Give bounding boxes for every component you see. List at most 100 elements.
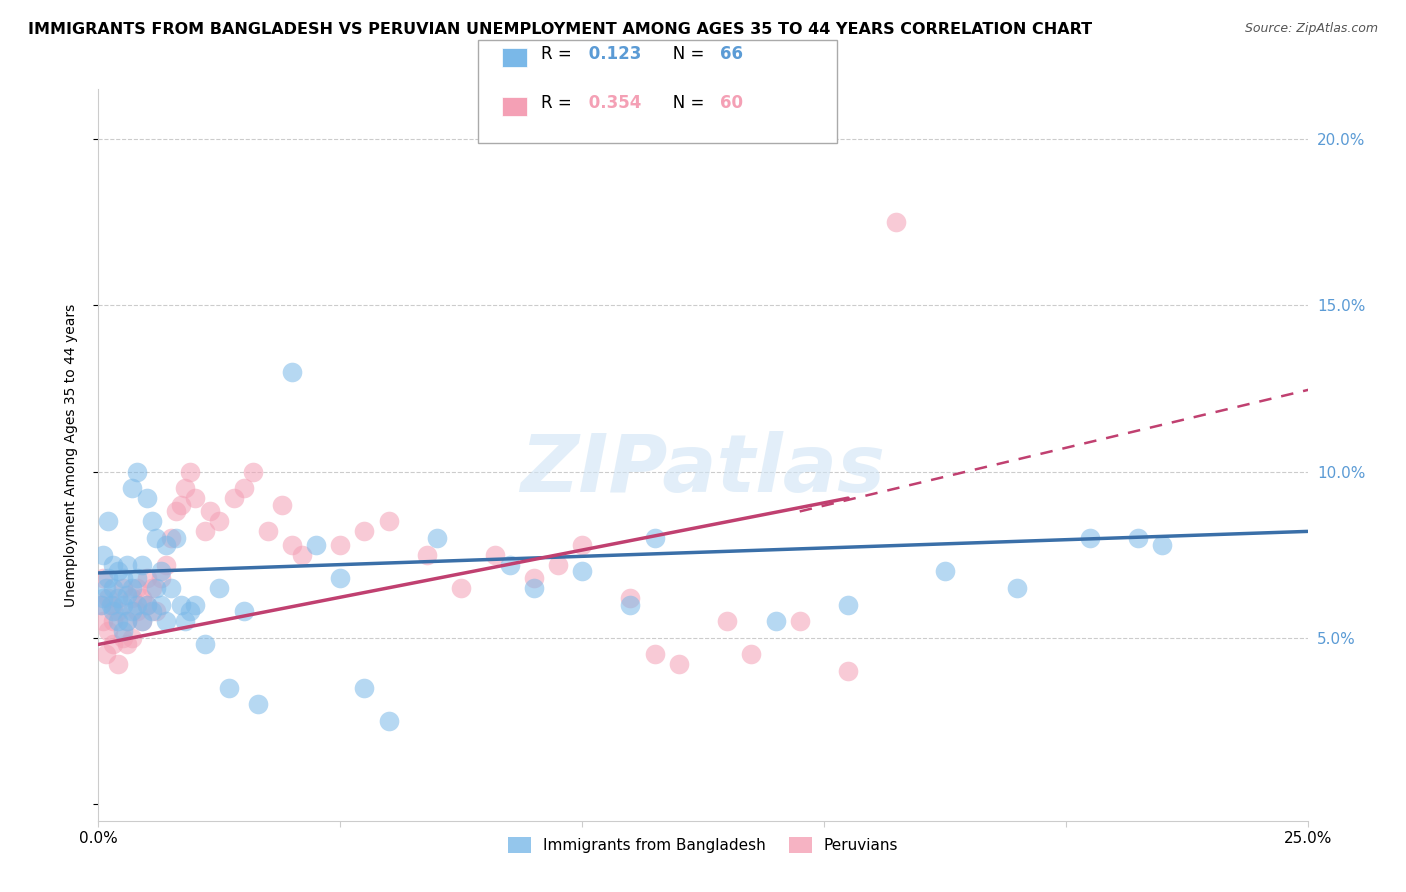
- Point: [97, 591, 120, 605]
- Point: [91, 571, 114, 585]
- Point: [426, 531, 449, 545]
- Point: [886, 215, 908, 229]
- Point: [789, 614, 811, 628]
- Point: [131, 614, 153, 628]
- Point: [121, 481, 143, 495]
- Point: [416, 548, 439, 562]
- Point: [184, 598, 207, 612]
- Point: [94, 581, 117, 595]
- Point: [94, 648, 117, 662]
- Point: [117, 637, 139, 651]
- Point: [644, 648, 666, 662]
- Point: [107, 564, 129, 578]
- Point: [117, 588, 139, 602]
- Legend: Immigrants from Bangladesh, Peruvians: Immigrants from Bangladesh, Peruvians: [501, 830, 905, 861]
- Point: [135, 598, 157, 612]
- Point: [91, 614, 114, 628]
- Point: [127, 581, 149, 595]
- Point: [111, 571, 134, 585]
- Point: [484, 548, 506, 562]
- Point: [101, 558, 124, 572]
- Point: [141, 581, 163, 595]
- Point: [1007, 581, 1029, 595]
- Point: [100, 598, 122, 612]
- Point: [765, 614, 787, 628]
- Point: [179, 604, 201, 618]
- Point: [150, 571, 173, 585]
- Point: [377, 714, 399, 728]
- Point: [179, 465, 201, 479]
- Point: [111, 624, 134, 639]
- Point: [290, 548, 312, 562]
- Point: [90, 598, 112, 612]
- Point: [150, 564, 173, 578]
- Point: [208, 515, 231, 529]
- Point: [450, 581, 472, 595]
- Point: [117, 614, 139, 628]
- Point: [135, 598, 157, 612]
- Point: [1078, 531, 1101, 545]
- Point: [145, 531, 167, 545]
- Point: [547, 558, 569, 572]
- Text: R =: R =: [541, 94, 578, 112]
- Point: [247, 698, 270, 712]
- Point: [523, 581, 546, 595]
- Point: [353, 681, 375, 695]
- Point: [97, 571, 120, 585]
- Point: [281, 538, 304, 552]
- Text: ZIPatlas: ZIPatlas: [520, 431, 886, 508]
- Point: [111, 598, 134, 612]
- Point: [91, 591, 114, 605]
- Point: [377, 515, 399, 529]
- Point: [194, 637, 217, 651]
- Point: [101, 598, 124, 612]
- Point: [160, 581, 183, 595]
- Point: [135, 491, 157, 505]
- Text: R =: R =: [541, 45, 578, 62]
- Point: [222, 491, 245, 505]
- Point: [155, 558, 177, 572]
- Point: [837, 664, 859, 678]
- Point: [141, 604, 163, 618]
- Point: [165, 504, 187, 518]
- Point: [619, 598, 641, 612]
- Point: [194, 524, 217, 539]
- Point: [218, 681, 240, 695]
- Point: [837, 598, 859, 612]
- Point: [117, 558, 139, 572]
- Point: [121, 631, 143, 645]
- Point: [571, 538, 593, 552]
- Point: [107, 614, 129, 628]
- Text: 66: 66: [720, 45, 742, 62]
- Point: [121, 581, 143, 595]
- Point: [150, 598, 173, 612]
- Point: [127, 465, 149, 479]
- Point: [141, 515, 163, 529]
- Point: [101, 604, 124, 618]
- Text: N =: N =: [657, 45, 709, 62]
- Point: [1128, 531, 1150, 545]
- Point: [281, 365, 304, 379]
- Text: 60: 60: [720, 94, 742, 112]
- Point: [121, 604, 143, 618]
- Point: [165, 531, 187, 545]
- Point: [174, 481, 197, 495]
- Point: [523, 571, 546, 585]
- Point: [668, 657, 690, 672]
- Point: [97, 515, 120, 529]
- Point: [198, 504, 221, 518]
- Point: [101, 637, 124, 651]
- Point: [107, 604, 129, 618]
- Point: [740, 648, 762, 662]
- Point: [232, 604, 254, 618]
- Point: [644, 531, 666, 545]
- Point: [619, 591, 641, 605]
- Point: [329, 571, 352, 585]
- Point: [111, 581, 134, 595]
- Point: [131, 591, 153, 605]
- Point: [101, 614, 124, 628]
- Point: [716, 614, 738, 628]
- Point: [155, 614, 177, 628]
- Point: [934, 564, 956, 578]
- Point: [232, 481, 254, 495]
